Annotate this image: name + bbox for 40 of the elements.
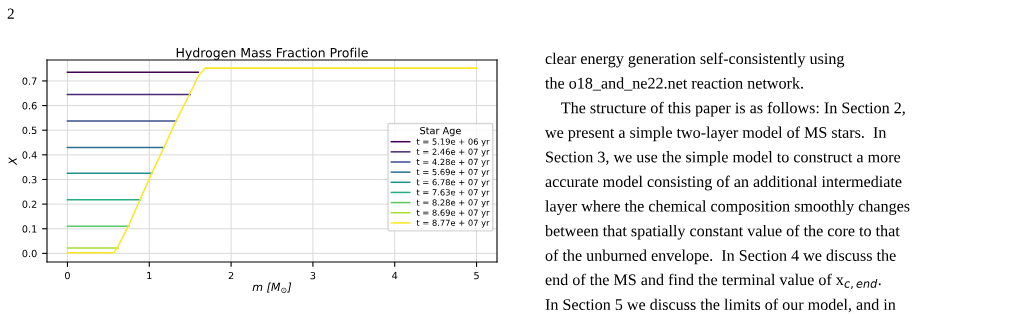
legend-label: t = 6.78e + 07 yr bbox=[416, 179, 490, 187]
text: accurate model consisting of an additional intermediate bbox=[545, 175, 902, 191]
y-tick-label: 0.0 bbox=[22, 249, 37, 258]
y-tick-label: 0.2 bbox=[22, 200, 37, 208]
chart-title: Hydrogen Mass Fraction Profile bbox=[176, 47, 368, 60]
y-tick-label: 0.6 bbox=[22, 102, 37, 110]
legend-label: t = 4.28e + 07 yr bbox=[416, 158, 490, 167]
legend-label: t = 5.19e + 06 yr bbox=[416, 138, 490, 147]
text: layer where the chemical composition smoothly changes bbox=[545, 200, 910, 215]
line-series bbox=[66, 67, 478, 254]
text: we present a simple two-layer model of MS stars. In bbox=[545, 126, 887, 142]
text: clear energy generation self-consistently using bbox=[545, 52, 845, 68]
x-tick-label: 0 bbox=[65, 271, 70, 280]
text: the o18_and_ne22.net reaction network. bbox=[545, 77, 803, 91]
y-axis-title: X bbox=[8, 156, 17, 166]
legend-label: t = 8.28e + 07 yr bbox=[416, 199, 490, 208]
x-tick-label: 5 bbox=[474, 272, 479, 280]
legend-label: t = 8.69e + 07 yr bbox=[416, 209, 490, 218]
y-tick-label: 0.4 bbox=[22, 151, 37, 159]
text: 2 bbox=[7, 8, 14, 19]
text: end of the MS and find the terminal value of x$_{c,end}$. bbox=[545, 273, 881, 289]
text: In Section 5 we discuss the limits of our model, and in bbox=[545, 298, 896, 313]
y-tick-label: 0.1 bbox=[22, 225, 37, 233]
x-tick-label: 2 bbox=[228, 271, 234, 280]
x-axis-title: m [M$_{⊙}$] bbox=[252, 282, 292, 293]
text: Section 3, we use the simple model to construct a more bbox=[546, 151, 901, 166]
x-tick-label: 3 bbox=[310, 271, 316, 280]
text: of the unburned envelope. In Section 4 we discuss the bbox=[545, 249, 896, 265]
text: between that spatially constant value of the core to that bbox=[545, 224, 900, 240]
legend-label: t = 2.46e + 07 yr bbox=[416, 148, 490, 157]
legend-label: t = 5.69e + 07 yr bbox=[416, 168, 490, 177]
text: The structure of this paper is as follows: In Section 2, bbox=[561, 101, 905, 117]
y-tick-label: 0.7 bbox=[22, 77, 37, 85]
y-tick-label: 0.5 bbox=[22, 126, 37, 135]
legend-label: t = 7.63e + 07 yr bbox=[416, 189, 490, 198]
x-tick-label: 4 bbox=[392, 272, 398, 280]
y-tick-label: 0.3 bbox=[22, 175, 37, 184]
x-tick-label: 1 bbox=[147, 272, 152, 280]
legend-title: Star Age bbox=[420, 126, 461, 137]
legend-label: t = 8.77e + 07 yr bbox=[416, 219, 490, 228]
